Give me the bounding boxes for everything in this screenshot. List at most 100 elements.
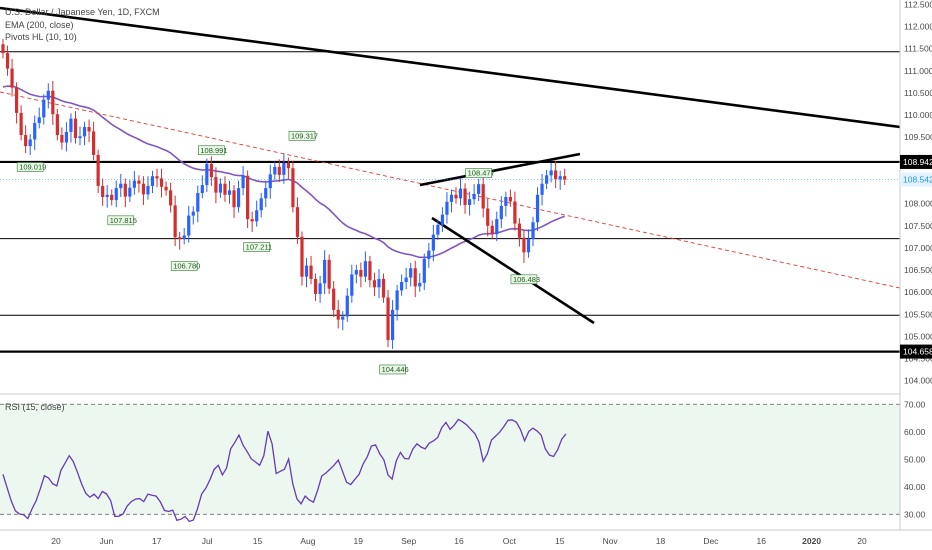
candle-body[interactable] — [119, 183, 123, 189]
candle-body[interactable] — [264, 188, 268, 199]
candle-body[interactable] — [472, 193, 476, 200]
candle-body[interactable] — [96, 154, 100, 186]
candle-body[interactable] — [146, 185, 150, 195]
candle-body[interactable] — [508, 197, 512, 202]
candle-body[interactable] — [404, 277, 408, 282]
candle-body[interactable] — [60, 135, 64, 143]
candle-body[interactable] — [422, 258, 426, 283]
candle-body[interactable] — [563, 176, 567, 180]
candle-body[interactable] — [540, 183, 544, 195]
candle-body[interactable] — [46, 90, 50, 100]
candle-body[interactable] — [10, 68, 14, 88]
candle-body[interactable] — [431, 234, 435, 251]
candle-body[interactable] — [14, 87, 19, 113]
candle-body[interactable] — [137, 180, 141, 184]
candle-body[interactable] — [259, 198, 263, 211]
candle-body[interactable] — [191, 211, 195, 216]
candle-body[interactable] — [336, 309, 340, 320]
candle-body[interactable] — [345, 295, 349, 317]
candle-body[interactable] — [554, 170, 558, 180]
candle-body[interactable] — [436, 224, 440, 235]
candle-body[interactable] — [549, 170, 553, 176]
candle-body[interactable] — [522, 237, 526, 253]
dashed-trendline[interactable] — [0, 91, 901, 289]
candle-body[interactable] — [486, 208, 490, 226]
candle-body[interactable] — [499, 205, 503, 220]
rsi-legend[interactable]: RSI (15, close) — [5, 402, 65, 412]
candle-body[interactable] — [236, 188, 241, 208]
candle-body[interactable] — [182, 235, 186, 240]
candle-body[interactable] — [33, 123, 37, 140]
candle-body[interactable] — [200, 185, 204, 194]
candle-body[interactable] — [218, 183, 223, 193]
candle-body[interactable] — [69, 118, 73, 132]
candle-body[interactable] — [477, 184, 481, 194]
candle-body[interactable] — [463, 188, 467, 205]
candle-body[interactable] — [273, 166, 277, 175]
candle-body[interactable] — [227, 190, 232, 195]
candle-body[interactable] — [513, 201, 517, 224]
chart-title[interactable]: U.S. Dollar / Japanese Yen, 1D, FXCM — [5, 7, 160, 17]
candle-body[interactable] — [467, 199, 472, 205]
candle-body[interactable] — [327, 259, 331, 289]
candle-body[interactable] — [187, 215, 191, 236]
candle-body[interactable] — [223, 183, 227, 195]
candle-body[interactable] — [209, 163, 213, 178]
rsi-pane[interactable] — [0, 403, 900, 523]
candle-body[interactable] — [372, 280, 377, 288]
candle-body[interactable] — [173, 205, 177, 238]
time-axis[interactable]: 20 Jun 17 Jul 15 Aug 19 Sep 16 Oct 15 Nov 18 Dec 16 202… — [0, 529, 932, 546]
candle-body[interactable] — [400, 281, 404, 291]
candle-body[interactable] — [241, 175, 245, 189]
candle-body[interactable] — [531, 222, 535, 240]
candle-body[interactable] — [558, 176, 562, 180]
wedge-lower-line[interactable] — [431, 216, 595, 325]
candle-body[interactable] — [445, 201, 449, 215]
candle-body[interactable] — [92, 131, 96, 155]
price-axis[interactable]: 104.000104.500105.000105.500106.000106.5… — [899, 0, 932, 530]
candle-body[interactable] — [178, 237, 182, 240]
candle-body[interactable] — [78, 136, 82, 139]
ema-legend[interactable]: EMA (200, close) — [5, 20, 74, 30]
main-price-pane[interactable]: 109.019 107.815 108.991 106.780 107.211 109.3… — [0, 6, 901, 375]
candle-body[interactable] — [277, 166, 281, 175]
candle-body[interactable] — [381, 278, 386, 298]
candle-body[interactable] — [164, 186, 168, 191]
candle-body[interactable] — [390, 309, 395, 340]
candle-body[interactable] — [526, 239, 531, 253]
candle-body[interactable] — [318, 283, 322, 294]
candle-body[interactable] — [454, 194, 458, 199]
candle-body[interactable] — [490, 225, 494, 235]
candle-body[interactable] — [413, 268, 417, 287]
candle-body[interactable] — [128, 187, 132, 197]
candle-body[interactable] — [24, 135, 28, 147]
candle-body[interactable] — [141, 183, 146, 195]
candle-body[interactable] — [159, 178, 164, 187]
candle-body[interactable] — [481, 184, 485, 209]
descending-resistance-trendline[interactable] — [0, 6, 901, 129]
candle-body[interactable] — [386, 297, 390, 340]
candle-body[interactable] — [82, 127, 87, 137]
candle-body[interactable] — [255, 210, 259, 222]
candle-body[interactable] — [51, 90, 55, 115]
candle-body[interactable] — [28, 139, 32, 147]
candle-body[interactable] — [73, 118, 78, 139]
candle-body[interactable] — [5, 53, 10, 69]
candle-body[interactable] — [55, 114, 59, 136]
candle-body[interactable] — [42, 99, 46, 118]
candle-body[interactable] — [395, 290, 399, 310]
candle-body[interactable] — [341, 316, 345, 320]
candle-body[interactable] — [123, 183, 127, 197]
candle-body[interactable] — [309, 265, 313, 279]
candle-body[interactable] — [1, 44, 5, 54]
candle-body[interactable] — [282, 162, 286, 175]
candle-body[interactable] — [313, 278, 318, 294]
candle-body[interactable] — [286, 162, 290, 169]
candle-body[interactable] — [169, 190, 173, 206]
candle-body[interactable] — [368, 261, 372, 281]
candle-body[interactable] — [64, 131, 69, 143]
candle-body[interactable] — [37, 117, 41, 124]
candle-body[interactable] — [332, 288, 336, 310]
candle-body[interactable] — [535, 194, 540, 223]
